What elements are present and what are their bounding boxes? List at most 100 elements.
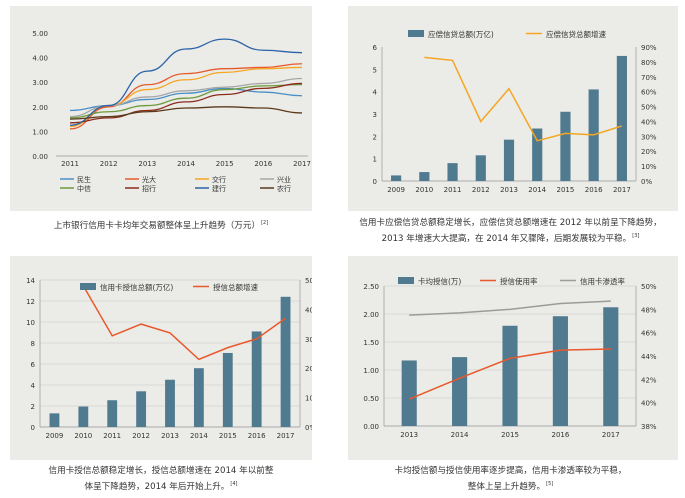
chart2-bar (447, 163, 458, 181)
chart3-bar (193, 368, 204, 427)
chart3-panel: 0 2 4 6 8 10 12 14 0% 10% 20% 30% 40% 50% 2009 2010 2011… (10, 256, 312, 460)
chart2-bar (419, 172, 430, 181)
chart4-ytick-right: 46% (641, 330, 657, 338)
chart2-xtick: 2013 (500, 186, 518, 194)
chart3-xtick: 2015 (219, 432, 237, 440)
chart2-series-line-1 (424, 56, 623, 142)
chart1-xtick: 2014 (177, 160, 195, 168)
chart1-series-line-4 (69, 84, 303, 119)
chart3-bar (49, 413, 60, 427)
chart1-series-line-6 (69, 38, 303, 126)
chart1-series-line-7 (69, 106, 303, 120)
chart4-legend-label: 授信使用率 (500, 276, 538, 286)
chart3-ytick-left: 4 (31, 382, 36, 390)
chart3-xtick: 2010 (74, 432, 92, 440)
chart4-legend-label: 信用卡渗透率 (580, 276, 625, 286)
chart4-ytick-right: 48% (641, 306, 657, 314)
chart1-xtick: 2015 (216, 160, 234, 168)
chart4-ytick-left: 0.50 (363, 395, 379, 403)
chart2-xtick: 2016 (585, 186, 603, 194)
chart2-xtick: 2014 (528, 186, 546, 194)
chart3-ytick-right: 30% (305, 336, 312, 344)
chart3-caption-ref: [4] (230, 481, 238, 487)
chart3-bar (78, 406, 89, 427)
chart2-bar (532, 128, 543, 181)
chart3-caption-line-2: 体呈下降趋势，2014 年后开始上升。 (84, 481, 230, 492)
chart3-caption: 信用卡授信总额稳定增长，授信总额增速在 2014 年以前整 体呈下降趋势，201… (10, 465, 312, 494)
chart3-xtick: 2013 (161, 432, 179, 440)
chart2-ytick-right: 0% (641, 178, 652, 186)
chart2-ytick-right: 10% (641, 163, 657, 171)
chart1-ytick: 1.00 (32, 128, 48, 136)
chart3-xtick: 2012 (132, 432, 150, 440)
chart3-ytick-right: 20% (305, 365, 312, 373)
chart1-legend-label: 兴业 (277, 175, 291, 184)
chart2-ytick-right: 90% (641, 44, 657, 52)
chart2-ytick-right: 30% (641, 133, 657, 141)
chart1-xtick: 2016 (254, 160, 272, 168)
chart2-plot: 01234560%10%20%30%40%50%60%70%80%90%2009… (373, 29, 657, 194)
chart2-xtick: 2015 (557, 186, 575, 194)
chart2-xtick: 2010 (415, 186, 433, 194)
chart4-caption-ref: [5] (546, 481, 554, 487)
chart2-ytick-right: 20% (641, 148, 657, 156)
chart4-bar (401, 360, 417, 426)
chart1-ytick: 0.00 (32, 153, 48, 161)
chart3-xtick: 2014 (190, 432, 208, 440)
chart2-caption-line-1: 信用卡应偿信贷总额稳定增长，应偿信贷总额增速在 2012 年以前呈下降趋势， (359, 218, 662, 228)
chart2-bar (560, 111, 571, 181)
chart4-bar (552, 316, 568, 426)
chart3-legend-swatch (80, 283, 96, 290)
chart2-xtick: 2017 (613, 186, 631, 194)
chart4-xtick: 2014 (451, 431, 469, 439)
chart2-legend-swatch (408, 30, 424, 37)
chart2-xtick: 2012 (472, 186, 490, 194)
chart2-ytick-right: 60% (641, 89, 657, 97)
chart4-series-line-2 (409, 300, 611, 316)
chart1-xtick: 2012 (100, 160, 118, 168)
chart4-ytick-right: 50% (641, 283, 657, 291)
chart4-xtick: 2013 (400, 431, 418, 439)
chart1-caption-ref: [2] (261, 220, 269, 226)
chart3-plot: 0 2 4 6 8 10 12 14 0% 10% 20% 30% 40% 50% 2009 2010 2011… (26, 277, 312, 440)
chart2-ytick-right: 80% (641, 59, 657, 67)
chart1-ytick: 2.00 (32, 104, 48, 112)
chart3-bar (136, 391, 147, 427)
chart3-ytick-left: 14 (26, 277, 35, 285)
chart1-legend-label: 中信 (77, 184, 91, 193)
chart4-ytick-right: 38% (641, 423, 657, 431)
chart4-legend-swatch (398, 277, 414, 284)
chart1-legend-label: 农行 (277, 184, 291, 193)
chart4-ytick-left: 2.50 (363, 283, 379, 291)
chart3-bar (280, 296, 291, 427)
chart3-ytick-left: 12 (26, 298, 35, 306)
chart4-ytick-left: 2.00 (363, 311, 379, 319)
chart4-ytick-left: 1.50 (363, 339, 379, 347)
chart1-caption: 上市银行信用卡卡均年交易额整体呈上升趋势（万元）[2] (10, 217, 312, 233)
chart4-caption-line-2: 整体上呈上升趋势。 (467, 481, 546, 492)
chart2-ytick-left: 4 (373, 89, 378, 97)
chart2-ytick-right: 70% (641, 74, 657, 82)
chart4-ytick-left: 0.00 (363, 423, 379, 431)
chart3-ytick-right: 10% (305, 395, 312, 403)
chart3-ytick-left: 10 (26, 319, 35, 327)
chart4-xtick: 2017 (602, 431, 620, 439)
chart3-legend-label: 信用卡授信总额(万亿) (100, 282, 173, 292)
chart2-ytick-right: 40% (641, 118, 657, 126)
chart4-ytick-right: 42% (641, 376, 657, 384)
chart4-panel: 0.00 0.50 1.00 1.50 2.00 2.50 38% 40% 42% 44% 46% 4… (348, 256, 678, 460)
chart1-plot: 0.00 1.00 2.00 3.00 4.00 5.00 2011 2012 2013 2014… (32, 30, 311, 193)
chart1-xtick: 2013 (138, 160, 156, 168)
chart3-ytick-left: 6 (31, 361, 36, 369)
chart4-series-line-1 (408, 348, 611, 400)
chart3-xtick: 2016 (248, 432, 266, 440)
chart2-bar (616, 55, 627, 181)
chart1-legend-label: 建行 (212, 184, 226, 193)
chart1-ytick: 3.00 (32, 79, 48, 87)
chart3-xtick: 2011 (103, 432, 121, 440)
chart1-legend-label: 光大 (142, 175, 156, 184)
chart1-series-line-5 (69, 82, 303, 124)
chart1-xtick: 2011 (61, 160, 79, 168)
chart4-xtick: 2016 (551, 431, 569, 439)
chart2-legend-label: 应偿信贷总额(万亿) (428, 29, 494, 39)
